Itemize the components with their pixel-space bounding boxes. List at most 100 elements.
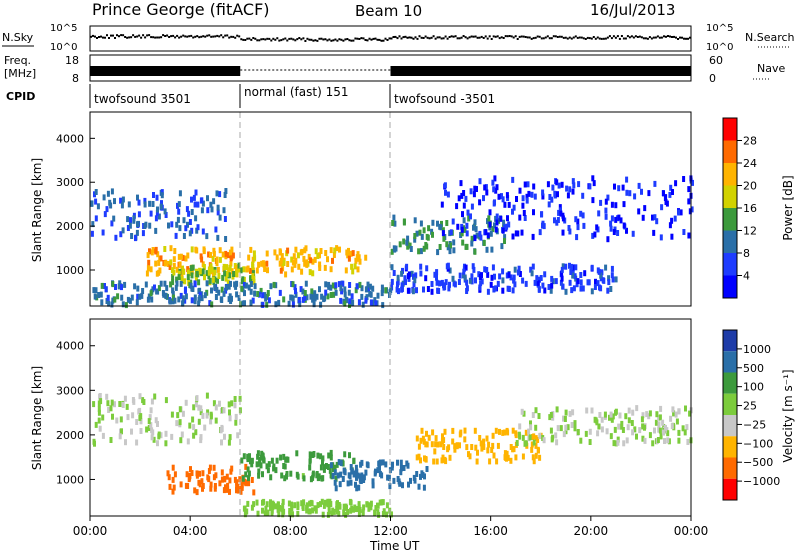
power-cell [367, 285, 371, 292]
velocity-cell [316, 452, 320, 459]
noise-mark [542, 37, 545, 40]
cpid-label: CPID [6, 90, 35, 103]
power-ytick-label: 3000 [56, 176, 84, 189]
velocity-cell [206, 409, 210, 416]
power-cell [348, 298, 352, 305]
power-cell [641, 214, 645, 221]
velocity-cell [308, 451, 312, 458]
noise-mark [558, 35, 561, 38]
power-cell [154, 215, 158, 222]
power-cell [130, 294, 134, 301]
velocity-cell [417, 443, 421, 450]
power-cell [249, 275, 253, 282]
velocity-cell [620, 420, 624, 427]
power-cell [451, 218, 455, 225]
power-cell [590, 288, 594, 295]
power-cell [184, 293, 188, 300]
power-cell [110, 301, 114, 308]
velocity-ytick-label: 3000 [56, 384, 84, 397]
power-cell [120, 284, 123, 291]
power-cell [422, 227, 426, 234]
noise-mark [344, 38, 347, 41]
time-tick-label: 20:00 [574, 524, 609, 538]
power-cell [218, 191, 222, 198]
velocity-cell [413, 477, 417, 484]
power-cell [348, 302, 351, 308]
noise-mark [362, 37, 365, 40]
power-cell [201, 200, 205, 207]
noise-mark [442, 37, 445, 40]
velocity-cell [246, 466, 250, 473]
power-cell [198, 268, 202, 275]
velocity-cell [199, 434, 203, 441]
power-cell [249, 299, 253, 306]
power-cell [431, 231, 434, 238]
power-cell [413, 217, 417, 224]
velocity-cell [244, 463, 248, 470]
power-colorbar-swatch [723, 253, 737, 276]
power-cell [460, 226, 464, 233]
velocity-cell [261, 507, 264, 514]
velocity-cell [191, 416, 195, 423]
power-cell [176, 202, 179, 209]
noise-tick-bottom-left: 10^0 [50, 42, 77, 53]
velocity-cell [374, 505, 378, 511]
power-cell [332, 291, 336, 298]
velocity-cell [322, 502, 326, 509]
power-cell [297, 263, 301, 270]
velocity-cell [132, 398, 136, 405]
power-cell [334, 282, 338, 289]
velocity-cell [209, 481, 213, 488]
velocity-cell [118, 433, 122, 440]
velocity-cell [321, 475, 325, 482]
power-cell [94, 287, 98, 294]
noise-mark [202, 35, 205, 38]
power-cell [297, 296, 301, 303]
power-cell [463, 263, 466, 270]
velocity-cell [309, 499, 313, 506]
velocity-cell [373, 470, 377, 477]
power-cell [559, 210, 563, 217]
velocity-cell [159, 432, 163, 439]
noise-mark [592, 36, 595, 38]
velocity-cell [193, 487, 197, 494]
noise-mark [180, 35, 183, 38]
noise-mark [454, 35, 457, 38]
noise-mark [258, 39, 261, 42]
power-cell [540, 211, 543, 218]
power-cell [197, 288, 201, 295]
noise-mark [348, 39, 351, 42]
power-cell [369, 299, 373, 306]
noise-mark [590, 37, 593, 40]
noise-mark [294, 39, 297, 42]
power-colorbar-swatch [723, 185, 737, 208]
power-cell [466, 209, 470, 216]
power-cell [241, 276, 245, 283]
power-cell [113, 198, 116, 205]
power-cell [274, 301, 278, 308]
noise-mark [324, 38, 327, 41]
velocity-cell [269, 474, 273, 481]
power-cell [479, 234, 483, 241]
power-cell [280, 253, 284, 260]
velocity-cell [390, 511, 393, 518]
velocity-cell [285, 471, 289, 477]
power-cell [390, 248, 394, 255]
power-cell [181, 295, 185, 302]
velocity-cell [228, 434, 232, 441]
power-cell [465, 230, 469, 237]
velocity-cell [362, 504, 366, 511]
power-cell [110, 220, 114, 227]
power-cell [555, 219, 559, 226]
power-cell [333, 247, 337, 254]
velocity-cell [373, 509, 377, 516]
power-cell [149, 210, 153, 217]
velocity-cell [379, 499, 383, 506]
velocity-cell [371, 482, 375, 489]
power-cell [662, 190, 665, 197]
power-cell [610, 201, 614, 208]
velocity-cell [92, 401, 96, 408]
power-cell [181, 300, 185, 307]
velocity-cell [417, 483, 421, 490]
velocity-cell [530, 446, 534, 453]
